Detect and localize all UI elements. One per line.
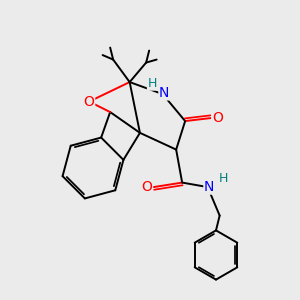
Text: O: O	[212, 111, 223, 125]
Text: N: N	[159, 86, 169, 100]
Text: H: H	[219, 172, 228, 185]
Text: H: H	[148, 77, 157, 90]
Text: O: O	[84, 94, 94, 109]
Text: N: N	[204, 180, 214, 194]
Text: O: O	[142, 180, 152, 194]
